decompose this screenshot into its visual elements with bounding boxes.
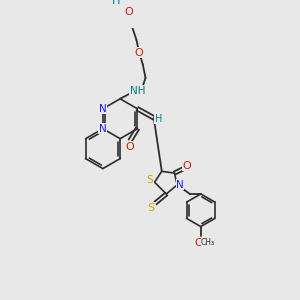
Text: O: O [126, 142, 134, 152]
Text: CH₃: CH₃ [201, 238, 215, 247]
Text: O: O [195, 238, 203, 248]
Text: S: S [147, 202, 155, 213]
Text: O: O [135, 48, 143, 58]
Text: N: N [99, 104, 107, 114]
Text: N: N [176, 180, 184, 190]
Text: O: O [183, 161, 191, 171]
Text: S: S [147, 176, 153, 185]
Text: O: O [124, 7, 133, 17]
Text: N: N [99, 124, 107, 134]
Text: NH: NH [130, 85, 145, 96]
Text: H: H [111, 0, 120, 6]
Text: H: H [154, 114, 162, 124]
